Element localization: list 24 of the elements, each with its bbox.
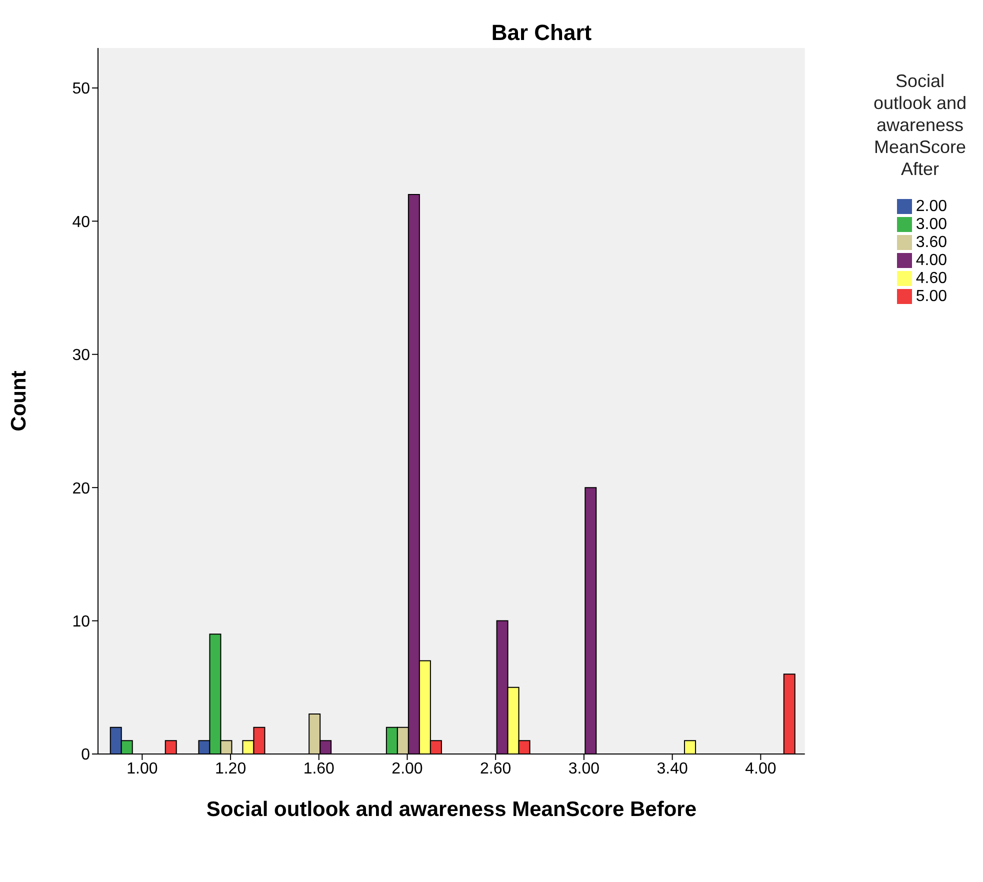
y-tick-label: 10 [72,613,90,630]
legend-label: 2.00 [916,198,947,215]
x-tick-label: 3.40 [656,760,688,778]
x-tick-label: 2.60 [480,760,512,778]
legend-label: 4.60 [916,270,947,287]
y-tick-label: 30 [72,347,90,364]
legend-label: 3.00 [916,216,947,233]
x-axis-title: Social outlook and awareness MeanScore Before [206,798,697,821]
legend-title: Social outlook and awareness MeanScore After [872,70,968,180]
y-tick-label: 20 [72,480,90,498]
y-tick-label: 40 [72,214,90,231]
x-tick-label: 1.60 [303,760,335,778]
legend-label: 4.00 [916,252,947,269]
chart-title: Bar Chart [490,20,593,46]
x-tick-label: 1.20 [214,760,246,778]
y-axis-title: Count [7,370,30,432]
x-tick-label: 2.00 [392,760,423,778]
x-tick-label: 1.00 [126,760,158,778]
legend-label: 5.00 [916,288,947,305]
y-tick-label: 0 [81,746,90,764]
x-tick-label: 3.00 [568,760,600,778]
legend-label: 3.60 [916,234,947,251]
x-tick-label: 4.00 [745,760,776,778]
y-tick-label: 50 [72,80,90,98]
